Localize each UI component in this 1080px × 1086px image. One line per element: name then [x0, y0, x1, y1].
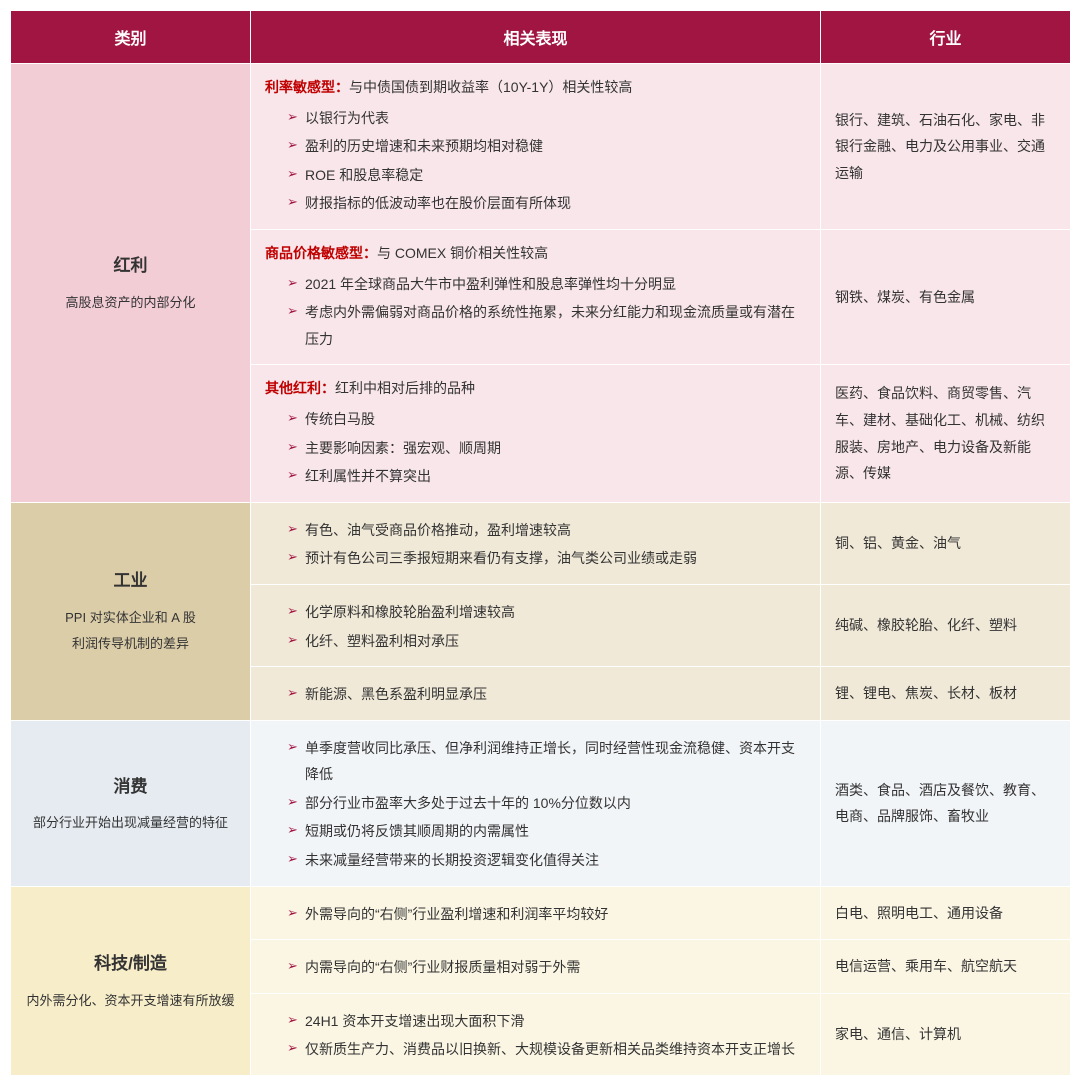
bullet: ROE 和股息率稳定	[287, 162, 806, 189]
bullet: 盈利的历史增速和未来预期均相对稳健	[287, 133, 806, 160]
header-industry: 行业	[821, 11, 1071, 64]
cat-hongli-sub: 高股息资产的内部分化	[65, 295, 195, 310]
ind-hongli-1: 银行、建筑、石油石化、家电、非银行金融、电力及公用事业、交通运输	[821, 64, 1071, 230]
bullet: 24H1 资本开支增速出现大面积下滑	[287, 1008, 806, 1035]
cat-gongye-sub1: PPI 对实体企业和 A 股	[65, 610, 196, 625]
bullet: 财报指标的低波动率也在股价层面有所体现	[287, 190, 806, 217]
cat-keji-sub: 内外需分化、资本开支增速有所放缓	[26, 993, 234, 1008]
bullet: 内需导向的“右侧”行业财报质量相对弱于外需	[287, 954, 806, 981]
desc-hongli-3: 红利中相对后排的品种	[335, 380, 475, 396]
bullet: 部分行业市盈率大多处于过去十年的 10%分位数以内	[287, 790, 806, 817]
ind-xiaofei: 酒类、食品、酒店及餐饮、教育、电商、品牌服饰、畜牧业	[821, 720, 1071, 886]
desc-hongli-2: 与 COMEX 铜价相关性较高	[377, 245, 548, 261]
perf-keji-3: 24H1 资本开支增速出现大面积下滑 仅新质生产力、消费品以旧换新、大规模设备更…	[251, 993, 821, 1075]
perf-hongli-2: 商品价格敏感型：与 COMEX 铜价相关性较高 2021 年全球商品大牛市中盈利…	[251, 229, 821, 364]
label-rate-sensitive: 利率敏感型：	[265, 79, 349, 95]
bullet: 2021 年全球商品大牛市中盈利弹性和股息率弹性均十分明显	[287, 271, 806, 298]
row-gongye-1: 工业 PPI 对实体企业和 A 股 利润传导机制的差异 有色、油气受商品价格推动…	[11, 502, 1071, 584]
cat-xiaofei-title: 消费	[25, 771, 236, 803]
bullet: 以银行为代表	[287, 105, 806, 132]
bullet: 预计有色公司三季报短期来看仍有支撑，油气类公司业绩或走弱	[287, 545, 806, 572]
perf-hongli-3: 其他红利：红利中相对后排的品种 传统白马股 主要影响因素：强宏观、顺周期 红利属…	[251, 365, 821, 502]
label-other-dividend: 其他红利：	[265, 380, 335, 396]
cat-gongye-sub2: 利润传导机制的差异	[72, 636, 189, 651]
bullet: 主要影响因素：强宏观、顺周期	[287, 435, 806, 462]
cat-xiaofei-sub: 部分行业开始出现减量经营的特征	[33, 815, 228, 830]
bullet: 未来减量经营带来的长期投资逻辑变化值得关注	[287, 847, 806, 874]
bullets-keji-2: 内需导向的“右侧”行业财报质量相对弱于外需	[265, 954, 806, 981]
header-performance: 相关表现	[251, 11, 821, 64]
bullets-keji-1: 外需导向的“右侧”行业盈利增速和利润率平均较好	[265, 901, 806, 928]
bullet: 有色、油气受商品价格推动，盈利增速较高	[287, 517, 806, 544]
label-commodity-sensitive: 商品价格敏感型：	[265, 245, 377, 261]
bullet: 红利属性并不算突出	[287, 463, 806, 490]
cat-keji: 科技/制造 内外需分化、资本开支增速有所放缓	[11, 886, 251, 1075]
row-xiaofei: 消费 部分行业开始出现减量经营的特征 单季度营收同比承压、但净利润维持正增长，同…	[11, 720, 1071, 886]
bullet: 短期或仍将反馈其顺周期的内需属性	[287, 818, 806, 845]
bullets-xiaofei: 单季度营收同比承压、但净利润维持正增长，同时经营性现金流稳健、资本开支降低 部分…	[265, 735, 806, 874]
cat-hongli: 红利 高股息资产的内部分化	[11, 64, 251, 503]
desc-hongli-1: 与中债国债到期收益率（10Y-1Y）相关性较高	[349, 79, 632, 95]
industry-table: 类别 相关表现 行业 红利 高股息资产的内部分化 利率敏感型：与中债国债到期收益…	[10, 10, 1071, 1076]
ind-gongye-2: 纯碱、橡胶轮胎、化纤、塑料	[821, 584, 1071, 666]
row-hongli-1: 红利 高股息资产的内部分化 利率敏感型：与中债国债到期收益率（10Y-1Y）相关…	[11, 64, 1071, 230]
bullet: 化纤、塑料盈利相对承压	[287, 628, 806, 655]
bullet: 单季度营收同比承压、但净利润维持正增长，同时经营性现金流稳健、资本开支降低	[287, 735, 806, 788]
bullet: 化学原料和橡胶轮胎盈利增速较高	[287, 599, 806, 626]
bullets-gongye-3: 新能源、黑色系盈利明显承压	[265, 681, 806, 708]
row-keji-1: 科技/制造 内外需分化、资本开支增速有所放缓 外需导向的“右侧”行业盈利增速和利…	[11, 886, 1071, 940]
ind-hongli-3: 医药、食品饮料、商贸零售、汽车、建材、基础化工、机械、纺织服装、房地产、电力设备…	[821, 365, 1071, 502]
bullets-gongye-1: 有色、油气受商品价格推动，盈利增速较高 预计有色公司三季报短期来看仍有支撑，油气…	[265, 517, 806, 572]
cat-hongli-title: 红利	[25, 250, 236, 282]
cat-gongye: 工业 PPI 对实体企业和 A 股 利润传导机制的差异	[11, 502, 251, 720]
bullet: 新能源、黑色系盈利明显承压	[287, 681, 806, 708]
ind-keji-2: 电信运营、乘用车、航空航天	[821, 940, 1071, 994]
bullets-gongye-2: 化学原料和橡胶轮胎盈利增速较高 化纤、塑料盈利相对承压	[265, 599, 806, 654]
perf-gongye-1: 有色、油气受商品价格推动，盈利增速较高 预计有色公司三季报短期来看仍有支撑，油气…	[251, 502, 821, 584]
bullet: 仅新质生产力、消费品以旧换新、大规模设备更新相关品类维持资本开支正增长	[287, 1036, 806, 1063]
perf-xiaofei: 单季度营收同比承压、但净利润维持正增长，同时经营性现金流稳健、资本开支降低 部分…	[251, 720, 821, 886]
bullet: 传统白马股	[287, 406, 806, 433]
bullet: 外需导向的“右侧”行业盈利增速和利润率平均较好	[287, 901, 806, 928]
cat-xiaofei: 消费 部分行业开始出现减量经营的特征	[11, 720, 251, 886]
bullets-keji-3: 24H1 资本开支增速出现大面积下滑 仅新质生产力、消费品以旧换新、大规模设备更…	[265, 1008, 806, 1063]
bullets-hongli-2: 2021 年全球商品大牛市中盈利弹性和股息率弹性均十分明显 考虑内外需偏弱对商品…	[265, 271, 806, 353]
ind-keji-1: 白电、照明电工、通用设备	[821, 886, 1071, 940]
perf-keji-1: 外需导向的“右侧”行业盈利增速和利润率平均较好	[251, 886, 821, 940]
ind-hongli-2: 钢铁、煤炭、有色金属	[821, 229, 1071, 364]
ind-keji-3: 家电、通信、计算机	[821, 993, 1071, 1075]
bullet: 考虑内外需偏弱对商品价格的系统性拖累，未来分红能力和现金流质量或有潜在压力	[287, 299, 806, 352]
ind-gongye-3: 锂、锂电、焦炭、长材、板材	[821, 667, 1071, 721]
header-row: 类别 相关表现 行业	[11, 11, 1071, 64]
bullets-hongli-3: 传统白马股 主要影响因素：强宏观、顺周期 红利属性并不算突出	[265, 406, 806, 490]
header-category: 类别	[11, 11, 251, 64]
cat-gongye-title: 工业	[25, 565, 236, 597]
bullets-hongli-1: 以银行为代表 盈利的历史增速和未来预期均相对稳健 ROE 和股息率稳定 财报指标…	[265, 105, 806, 217]
perf-gongye-3: 新能源、黑色系盈利明显承压	[251, 667, 821, 721]
perf-keji-2: 内需导向的“右侧”行业财报质量相对弱于外需	[251, 940, 821, 994]
perf-hongli-1: 利率敏感型：与中债国债到期收益率（10Y-1Y）相关性较高 以银行为代表 盈利的…	[251, 64, 821, 230]
ind-gongye-1: 铜、铝、黄金、油气	[821, 502, 1071, 584]
cat-keji-title: 科技/制造	[25, 948, 236, 980]
perf-gongye-2: 化学原料和橡胶轮胎盈利增速较高 化纤、塑料盈利相对承压	[251, 584, 821, 666]
